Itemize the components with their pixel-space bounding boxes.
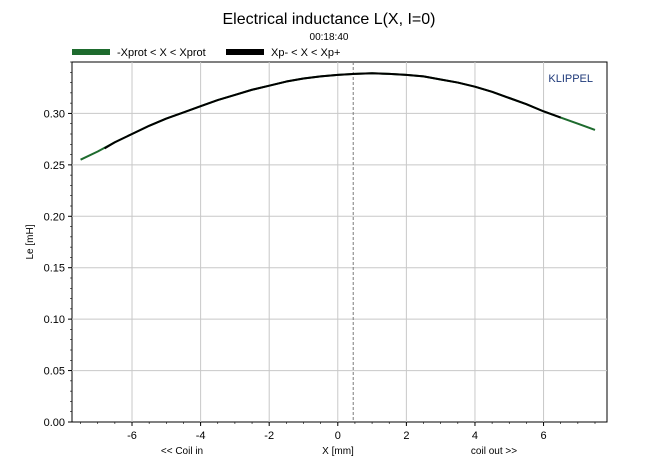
plot-area xyxy=(71,61,608,423)
x-tick-label: 4 xyxy=(472,430,478,442)
y-tick-label: 0.00 xyxy=(44,417,65,429)
x-axis-label: X [mm] xyxy=(322,446,354,457)
x-tick-label: 0 xyxy=(335,430,341,442)
chart-title: Electrical inductance L(X, I=0) xyxy=(223,11,436,28)
axes: 0.00 0.05 0.10 0.15 0.20 0.25 0.30 -6 -4 -2 0 2 4 6 xyxy=(44,61,596,442)
legend-label: Xp- < X < Xp+ xyxy=(271,47,340,59)
x-tick-label: -4 xyxy=(196,430,206,442)
x-tick-label: 6 xyxy=(540,430,546,442)
y-axis-label: Le [mH] xyxy=(25,224,36,259)
series-group xyxy=(80,72,596,161)
legend: -Xprot < X < Xprot Xp- < X < Xp+ xyxy=(72,47,340,59)
x-tick-label: -2 xyxy=(264,430,274,442)
x-tick-label: -6 xyxy=(127,430,137,442)
y-tick-label: 0.10 xyxy=(44,314,65,326)
y-tick-label: 0.30 xyxy=(44,108,65,120)
grid xyxy=(72,62,607,422)
klippel-logo: KLIPPEL xyxy=(548,73,593,85)
chart-subtitle: 00:18:40 xyxy=(310,32,349,43)
y-tick-label: 0.05 xyxy=(44,366,65,378)
legend-swatch-black xyxy=(226,49,264,55)
coil-out-annotation: coil out >> xyxy=(471,446,517,457)
y-tick-label: 0.15 xyxy=(44,263,65,275)
y-tick-label: 0.25 xyxy=(44,160,65,172)
x-tick-label: 2 xyxy=(403,430,409,442)
legend-swatch-green xyxy=(72,49,110,55)
series-line-1 xyxy=(104,72,562,150)
coil-in-annotation: << Coil in xyxy=(161,446,203,457)
y-tick-label: 0.20 xyxy=(44,211,65,223)
legend-label: -Xprot < X < Xprot xyxy=(117,47,206,59)
